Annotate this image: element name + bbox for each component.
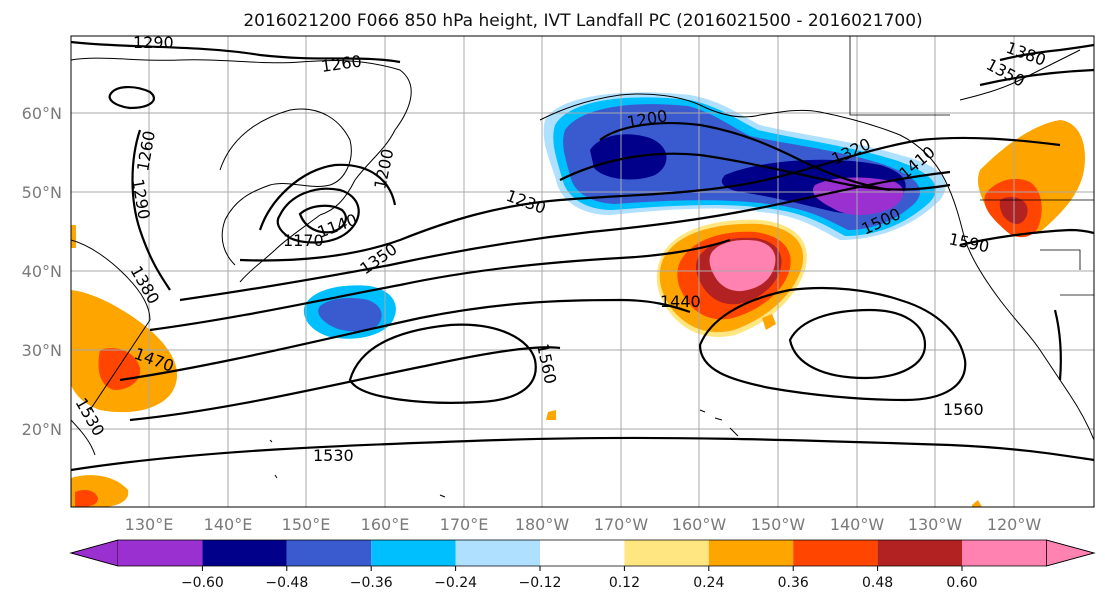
lat-label: 60°N [22, 104, 62, 123]
figure-title: 2016021200 F066 850 hPa height, IVT Land… [243, 11, 922, 31]
colorbar-bin [118, 540, 203, 566]
colorbar-bin [962, 540, 1047, 566]
colorbar-bin [708, 540, 794, 566]
lon-label: 160°E [361, 515, 410, 534]
colorbar-bin [877, 540, 962, 566]
lon-label: 160°W [672, 515, 727, 534]
coastlines [71, 49, 1094, 498]
shade-neg-036-w [318, 298, 382, 332]
colorbar-ticks [201, 566, 963, 571]
shade-pos-060 [709, 240, 776, 292]
ivt-shading [71, 92, 1085, 507]
lon-label: 150°E [282, 515, 331, 534]
contour-label: 1560 [943, 400, 984, 419]
colorbar-bin [202, 540, 287, 566]
colorbar-extend-max [1046, 539, 1096, 567]
lat-label: 50°N [22, 183, 62, 202]
colorbar-tick-label: −0.48 [265, 575, 308, 591]
shade-pos-036-j2 [75, 490, 98, 507]
lon-label: 120°W [987, 515, 1042, 534]
latitude-labels: 60°N 50°N 40°N 30°N 20°N [22, 104, 62, 439]
colorbar-bin [793, 540, 878, 566]
colorbar-bin [624, 540, 709, 566]
colorbar-tick-label: 0.36 [778, 575, 809, 591]
lon-label: 140°W [830, 515, 885, 534]
shade-pos-small-f [972, 500, 982, 507]
contour-label: 1440 [660, 292, 701, 311]
colorbar-tick-label: 0.60 [946, 575, 977, 591]
shade-pos-small-a [762, 314, 776, 330]
map-panel: 1290 1260 1380 1350 1200 1320 1260 1290 … [22, 33, 1095, 534]
lat-label: 30°N [22, 341, 62, 360]
shade-pos-012-l [71, 225, 76, 248]
lon-label: 150°W [751, 515, 806, 534]
map-frame [70, 35, 1095, 508]
lon-label: 130°W [908, 515, 963, 534]
lat-label: 20°N [22, 420, 62, 439]
colorbar-tick-label: −0.12 [519, 575, 562, 591]
contour-label: 1290 [133, 33, 174, 52]
colorbar-tick-label: −0.36 [350, 575, 393, 591]
height-contours [71, 40, 1094, 472]
contour-label: 1170 [283, 231, 324, 250]
colorbar-tick-label: 0.24 [693, 575, 724, 591]
colorbar-bin [455, 540, 540, 566]
colorbar: −0.60 −0.48 −0.36 −0.24 −0.12 0.12 0.24 … [69, 539, 1096, 591]
contour-label: 1530 [313, 446, 354, 465]
lon-label: 140°E [204, 515, 253, 534]
lon-label: 180°W [515, 515, 570, 534]
colorbar-extend-min [69, 539, 119, 567]
colorbar-tick-label: −0.24 [434, 575, 477, 591]
colorbar-tick-label: 0.48 [862, 575, 893, 591]
colorbar-bin [540, 540, 625, 566]
lon-label: 130°E [125, 515, 174, 534]
colorbar-tick-label: −0.60 [181, 575, 224, 591]
shade-neg-060 [812, 177, 904, 216]
colorbar-tick-label: 0.12 [609, 575, 640, 591]
longitude-labels: 130°E 140°E 150°E 160°E 170°E 180°W 170°… [125, 515, 1042, 534]
colorbar-bin [286, 540, 372, 566]
lon-label: 170°W [594, 515, 649, 534]
lon-label: 170°E [440, 515, 489, 534]
lat-label: 40°N [22, 262, 62, 281]
borders [849, 36, 1094, 296]
shade-pos-small-e [546, 410, 556, 420]
colorbar-outline [69, 539, 1096, 567]
colorbar-bin [371, 540, 456, 566]
